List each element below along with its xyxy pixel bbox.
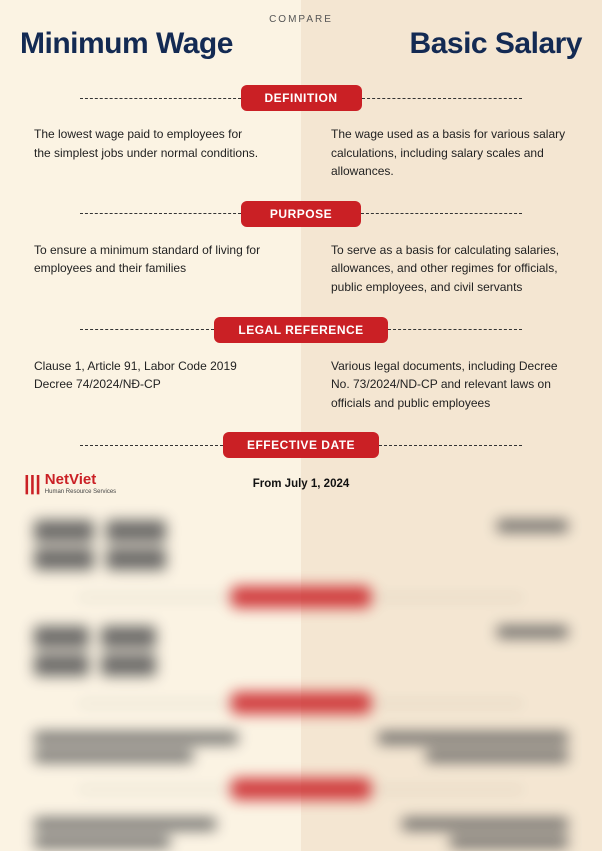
title-right: Basic Salary bbox=[410, 27, 582, 61]
dash-left bbox=[80, 98, 241, 99]
row-purpose: To ensure a minimum standard of living f… bbox=[0, 241, 602, 311]
logo-sub: Human Resource Services bbox=[45, 489, 116, 495]
purpose-right: To serve as a basis for calculating sala… bbox=[301, 241, 568, 297]
title-row: Minimum Wage Basic Salary bbox=[0, 25, 602, 79]
logo-text: NetViet Human Resource Services bbox=[45, 472, 116, 495]
section-header-purpose: PURPOSE bbox=[0, 201, 602, 227]
pill-purpose: PURPOSE bbox=[241, 201, 361, 227]
pill-effective: EFFECTIVE DATE bbox=[223, 432, 379, 458]
definition-right: The wage used as a basis for various sal… bbox=[301, 125, 568, 181]
legal-left-line2: Decree 74/2024/NĐ-CP bbox=[34, 375, 261, 394]
dash-left bbox=[80, 445, 223, 446]
effective-row: ||| NetViet Human Resource Services From… bbox=[0, 472, 602, 502]
effective-date: From July 1, 2024 bbox=[253, 478, 350, 490]
dash-right bbox=[362, 98, 523, 99]
definition-left: The lowest wage paid to employees for th… bbox=[34, 125, 301, 181]
dash-right bbox=[388, 329, 522, 330]
compare-label: COMPARE bbox=[0, 0, 602, 25]
legal-left: Clause 1, Article 91, Labor Code 2019 De… bbox=[34, 357, 301, 413]
logo-mark-icon: ||| bbox=[24, 474, 41, 494]
pill-legal: LEGAL REFERENCE bbox=[214, 317, 387, 343]
legal-right: Various legal documents, including Decre… bbox=[301, 357, 568, 413]
netviet-logo: ||| NetViet Human Resource Services bbox=[24, 472, 116, 495]
purpose-left: To ensure a minimum standard of living f… bbox=[34, 241, 301, 297]
section-header-definition: DEFINITION bbox=[0, 85, 602, 111]
dash-right bbox=[361, 213, 522, 214]
dash-left bbox=[80, 329, 214, 330]
section-header-effective: EFFECTIVE DATE bbox=[0, 432, 602, 458]
row-definition: The lowest wage paid to employees for th… bbox=[0, 125, 602, 195]
pill-definition: DEFINITION bbox=[241, 85, 362, 111]
title-left: Minimum Wage bbox=[20, 27, 233, 61]
row-legal: Clause 1, Article 91, Labor Code 2019 De… bbox=[0, 357, 602, 427]
section-header-legal: LEGAL REFERENCE bbox=[0, 317, 602, 343]
logo-main: NetViet bbox=[45, 472, 116, 487]
infographic-content: COMPARE Minimum Wage Basic Salary DEFINI… bbox=[0, 0, 602, 851]
blurred-lower-content bbox=[0, 520, 602, 848]
legal-left-line1: Clause 1, Article 91, Labor Code 2019 bbox=[34, 357, 261, 376]
dash-right bbox=[379, 445, 522, 446]
dash-left bbox=[80, 213, 241, 214]
